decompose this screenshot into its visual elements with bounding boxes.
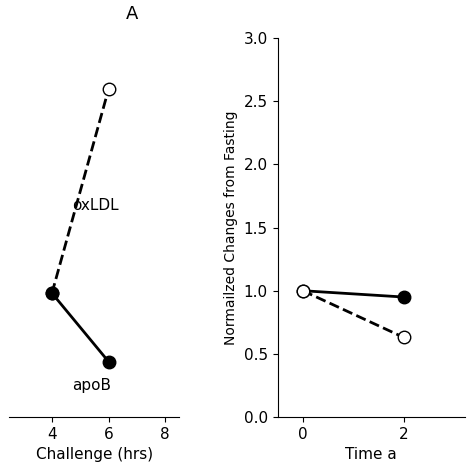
Text: A: A: [126, 5, 138, 23]
Text: apoB: apoB: [72, 377, 111, 392]
X-axis label: Time a: Time a: [345, 447, 397, 463]
Y-axis label: Normailzed Changes from Fasting: Normailzed Changes from Fasting: [224, 110, 238, 345]
Text: oxLDL: oxLDL: [72, 198, 118, 213]
X-axis label: Challenge (hrs): Challenge (hrs): [36, 447, 153, 463]
